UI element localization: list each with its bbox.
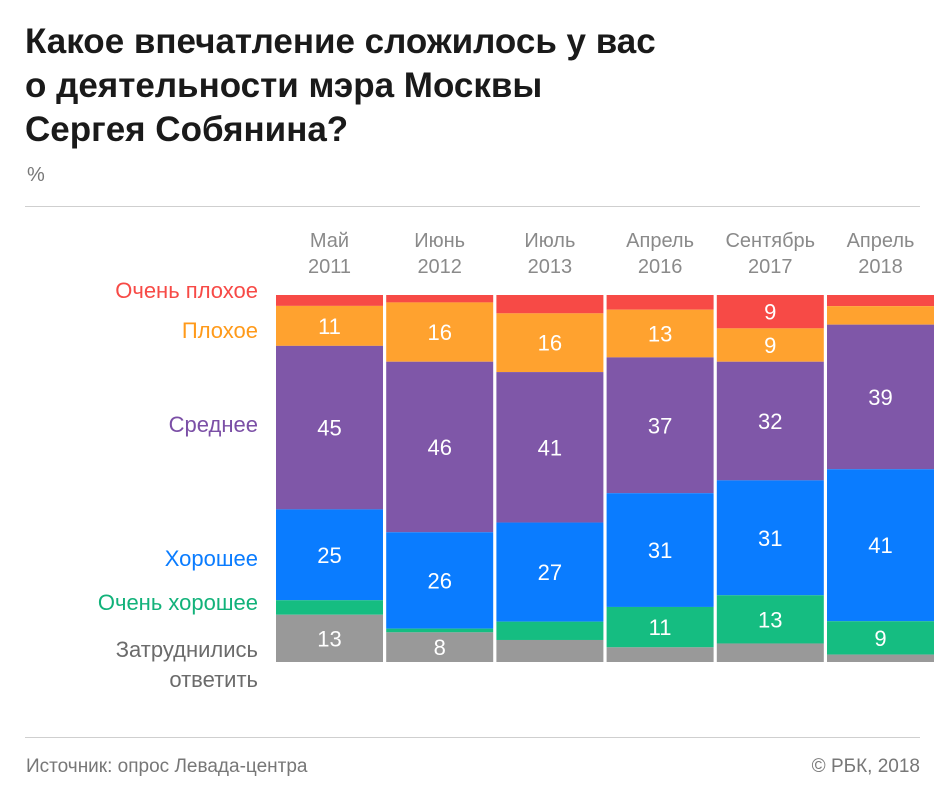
data-label: 8 bbox=[434, 635, 446, 660]
bar-segment bbox=[606, 357, 714, 494]
bar-segment bbox=[496, 621, 604, 640]
category-label: 2017 bbox=[748, 256, 793, 278]
data-label: 13 bbox=[758, 607, 782, 632]
bottom-divider bbox=[25, 737, 920, 738]
category-label: Июнь bbox=[414, 230, 465, 252]
bar-segment bbox=[827, 324, 934, 470]
category-label: 2012 bbox=[417, 256, 462, 278]
legend-label: Плохое bbox=[182, 318, 258, 343]
category-label: Июль bbox=[524, 230, 575, 252]
bar-segment bbox=[276, 509, 383, 601]
data-label: 41 bbox=[538, 435, 562, 460]
data-label: 37 bbox=[648, 413, 672, 438]
bar-segment bbox=[716, 295, 824, 329]
bar-segment bbox=[386, 361, 494, 533]
bar-segment bbox=[716, 361, 824, 481]
legend-label: ответить bbox=[169, 667, 258, 692]
top-divider bbox=[25, 206, 920, 207]
title-line-1: Какое впечатление сложилось у вас bbox=[25, 22, 656, 61]
bar-segment bbox=[386, 532, 494, 629]
data-label: 26 bbox=[427, 568, 451, 593]
bar-segment bbox=[606, 295, 714, 310]
data-label: 9 bbox=[764, 300, 776, 325]
category-label: 2018 bbox=[858, 256, 903, 278]
bar-segment bbox=[827, 621, 934, 655]
category-label: Апрель bbox=[847, 230, 915, 252]
bar-segment bbox=[496, 522, 604, 622]
bar-segment bbox=[496, 372, 604, 523]
bar-segment bbox=[606, 606, 714, 648]
bar-segment bbox=[276, 295, 383, 306]
bar-segment bbox=[716, 643, 824, 662]
bar-segment bbox=[716, 328, 824, 362]
bar-segment bbox=[276, 345, 383, 510]
unit-label: % bbox=[27, 164, 45, 186]
legend-label: Очень плохое bbox=[115, 278, 258, 303]
bar-segment bbox=[827, 295, 934, 307]
bar-segment bbox=[386, 632, 494, 662]
data-label: 32 bbox=[758, 409, 782, 434]
data-label: 13 bbox=[317, 626, 341, 651]
bar-segment bbox=[386, 302, 494, 362]
data-label: 16 bbox=[538, 331, 562, 356]
data-label: 9 bbox=[764, 333, 776, 358]
bar-segment bbox=[716, 480, 824, 596]
bar-segment bbox=[606, 309, 714, 358]
data-label: 45 bbox=[317, 416, 341, 441]
title-line-3: Сергея Собянина? bbox=[25, 110, 349, 149]
chart-title: Какое впечатление сложилось у вас о деят… bbox=[25, 20, 925, 152]
legend-label: Затруднились bbox=[116, 637, 258, 662]
data-label: 31 bbox=[758, 526, 782, 551]
bar-segment bbox=[496, 313, 604, 373]
data-label: 39 bbox=[868, 385, 892, 410]
bar-segment bbox=[606, 647, 714, 662]
category-label: 2016 bbox=[638, 256, 683, 278]
category-label: Сентябрь bbox=[725, 230, 815, 252]
data-label: 16 bbox=[427, 320, 451, 345]
bar-segment bbox=[496, 295, 604, 314]
legend-label: Среднее bbox=[169, 412, 258, 437]
category-label: 2013 bbox=[528, 256, 573, 278]
stacked-bar-chart: Май 2011 11 45 25 13 Июнь 2012 16 46 26 8 Июль 2013 16… bbox=[98, 230, 934, 692]
bar-segment bbox=[496, 639, 604, 662]
bar-segment bbox=[276, 600, 383, 615]
data-label: 27 bbox=[538, 560, 562, 585]
category-label: 2011 bbox=[308, 256, 351, 278]
bar-segment bbox=[386, 628, 494, 633]
title-line-2: о деятельности мэра Москвы bbox=[25, 66, 543, 105]
data-label: 13 bbox=[648, 322, 672, 347]
data-label: 11 bbox=[649, 615, 672, 640]
bar-segment bbox=[716, 595, 824, 644]
bar-segment bbox=[827, 469, 934, 622]
legend-label: Очень хорошее bbox=[98, 590, 258, 615]
bar-segment bbox=[276, 305, 383, 346]
bar-segment bbox=[606, 493, 714, 607]
data-label: 11 bbox=[318, 314, 341, 339]
copyright-note: © РБК, 2018 bbox=[811, 756, 920, 777]
category-label: Май bbox=[310, 230, 349, 252]
bar-segment bbox=[386, 295, 494, 303]
bar-segment bbox=[276, 614, 383, 662]
category-label: Апрель bbox=[626, 230, 694, 252]
data-label: 31 bbox=[648, 538, 672, 563]
source-note: Источник: опрос Левада-центра bbox=[26, 756, 308, 777]
data-label: 9 bbox=[874, 626, 886, 651]
legend-label: Хорошее bbox=[165, 546, 258, 571]
bar-segment bbox=[827, 654, 934, 662]
bar-segment bbox=[827, 306, 934, 325]
data-label: 25 bbox=[317, 543, 341, 568]
data-label: 46 bbox=[427, 435, 451, 460]
data-label: 41 bbox=[868, 533, 892, 558]
